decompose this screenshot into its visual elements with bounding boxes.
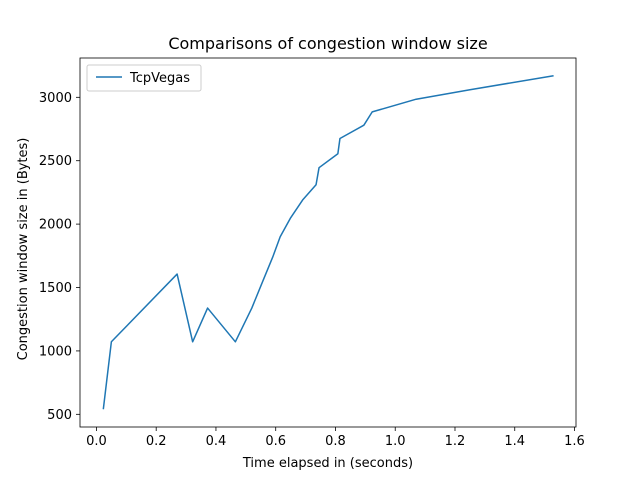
x-axis: 0.0 0.2 0.4 0.6 0.8 1.0 1.2 1.4 1.6 — [86, 427, 585, 449]
y-tick-label: 2500 — [39, 154, 72, 169]
y-tick-label: 2000 — [39, 218, 72, 233]
y-tick-label: 3000 — [39, 91, 72, 106]
x-tick-label: 0.2 — [146, 434, 167, 449]
y-tick-label: 500 — [47, 408, 72, 423]
x-tick-label: 1.6 — [564, 434, 585, 449]
x-tick-label: 0.0 — [86, 434, 107, 449]
x-tick-label: 0.8 — [325, 434, 346, 449]
y-tick-label: 1500 — [39, 281, 72, 296]
legend-frame — [86, 64, 202, 92]
y-tick-label: 1000 — [39, 344, 72, 359]
chart-title: Comparisons of congestion window size — [168, 34, 487, 53]
x-tick-label: 1.2 — [445, 434, 466, 449]
x-tick-label: 0.6 — [265, 434, 286, 449]
x-tick-label: 1.4 — [504, 434, 525, 449]
plot-area — [79, 57, 577, 428]
y-axis-label: Congestion window size in (Bytes) — [16, 138, 31, 361]
x-tick-label: 0.4 — [206, 434, 227, 449]
series-line-tcpvegas — [102, 75, 554, 410]
legend-label-tcpvegas: TcpVegas — [129, 71, 190, 86]
y-axis: 500 1000 1500 2000 2500 3000 — [39, 91, 80, 423]
x-tick-label: 1.0 — [385, 434, 406, 449]
x-axis-label: Time elapsed in (seconds) — [242, 456, 413, 471]
legend: TcpVegas — [86, 64, 202, 92]
plot-frame — [79, 57, 577, 428]
